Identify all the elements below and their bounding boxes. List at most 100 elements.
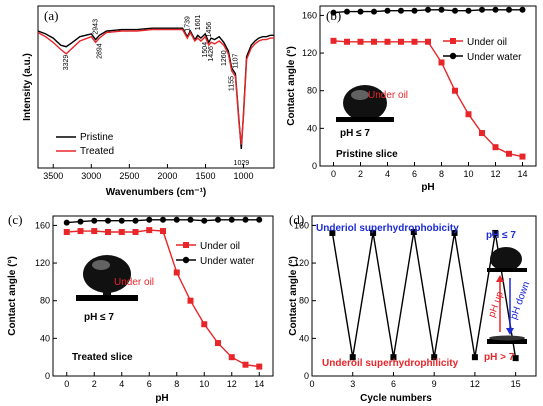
legend-label-pristine: Pristine [80, 132, 114, 143]
data-point-under-oil [357, 38, 364, 45]
panel-c-frame [52, 215, 274, 377]
panel-d-y-axis-title: Contact angle (°) [288, 256, 299, 336]
panel-b-legend: Under oil Under water [443, 37, 522, 63]
x-tick-label: 12 [490, 169, 500, 179]
droplet-highlight [92, 260, 110, 270]
substrate-bar [336, 117, 394, 122]
droplet-stem [103, 290, 111, 296]
x-tick-label: 15 [511, 379, 521, 389]
spread-droplet [489, 335, 525, 341]
data-point-under-oil [506, 150, 512, 157]
y-tick-label: 160 [35, 220, 50, 230]
data-point-cycle [370, 229, 377, 236]
data-point-under-oil [77, 228, 84, 235]
y-tick-label: 80 [307, 86, 317, 96]
data-point-under-water [519, 6, 526, 13]
panel-c-ph-note: pH ≤ 7 [84, 312, 114, 323]
y-tick-label: 40 [40, 333, 50, 343]
data-point-under-water [228, 216, 235, 223]
y-tick-label: 120 [35, 258, 50, 268]
y-tick-label: 160 [294, 220, 309, 230]
arrow-down-label: pH down [508, 280, 532, 321]
x-tick-label: 6 [412, 169, 417, 179]
data-point-under-oil [371, 38, 377, 45]
data-point-under-oil [330, 37, 337, 44]
data-point-under-oil [519, 153, 526, 160]
peak-label: 1029 [234, 160, 250, 167]
legend-label-under-water: Under water [200, 256, 255, 267]
legend-label-under-oil: Under oil [467, 37, 507, 48]
panel-b-droplet-inset: Under oil [336, 85, 408, 122]
data-point-under-water [492, 6, 499, 13]
peak-label: 2943 [93, 19, 100, 35]
data-point-cycle [410, 229, 417, 235]
droplet-shape [490, 247, 522, 271]
x-tick-label: 0 [64, 379, 69, 389]
data-point-cycle [349, 354, 356, 361]
legend-marker-under-oil [183, 242, 189, 248]
x-tick-label: 4 [119, 379, 124, 389]
data-point-under-water [173, 216, 180, 223]
peak-label: 2894 [96, 43, 103, 59]
x-tick-label: 1500 [195, 171, 215, 181]
x-tick-label: 9 [432, 379, 437, 389]
legend-label-under-water: Under water [467, 52, 522, 63]
data-point-under-oil [411, 38, 418, 45]
x-tick-label: 1000 [234, 171, 254, 181]
panel-d: (d) 0 3 6 9 12 15 0 40 80 120 160 Cycle numbers Co… [288, 212, 537, 404]
data-point-cycle [390, 354, 397, 361]
panel-c-caption: Treated slice [72, 352, 133, 363]
peak-label: 1456 [206, 22, 213, 38]
arrow-up-label: pH up [486, 290, 506, 319]
data-point-under-oil [242, 361, 249, 368]
data-point-cycle [512, 355, 519, 362]
data-point-under-oil [228, 354, 235, 361]
data-point-under-water [105, 217, 111, 224]
data-point-under-oil [63, 229, 70, 235]
legend-marker-under-water [182, 256, 190, 264]
data-point-under-water [344, 8, 350, 15]
substrate-bar-top [487, 268, 527, 272]
arrow-down-head [506, 328, 514, 335]
x-tick-label: 6 [391, 379, 396, 389]
data-point-under-oil [187, 297, 194, 304]
panel-c-x-axis-title: pH [155, 393, 168, 404]
x-tick-label: 2 [358, 169, 363, 179]
x-tick-label: 3 [350, 379, 355, 389]
data-point-under-water [371, 8, 377, 15]
data-point-under-water [77, 218, 84, 225]
panel-c-legend: Under oil Under water [176, 241, 255, 267]
panel-a-letter: (a) [44, 8, 58, 23]
data-point-under-water [411, 7, 418, 14]
data-point-under-water [465, 7, 472, 14]
panel-d-bottom-text: Underoil superhydrophilicity [322, 358, 459, 369]
y-tick-label: 0 [304, 371, 309, 381]
panel-c-droplet-inset: Under oil [76, 255, 154, 301]
data-point-under-oil [132, 229, 139, 235]
data-point-under-oil [201, 321, 208, 328]
y-tick-label: 40 [299, 333, 309, 343]
panel-a-peak-labels: 3329 2943 2894 1739 1601 1504 1456 1426 1260 1155… [63, 15, 249, 167]
panel-b-y-axis-title: Contact angle (°) [286, 46, 297, 126]
x-tick-label: 10 [463, 169, 473, 179]
data-point-under-water [452, 7, 458, 14]
data-point-under-oil [492, 144, 499, 151]
panel-b-ph-note: pH ≤ 7 [340, 128, 370, 139]
data-point-under-oil [425, 38, 431, 45]
peak-label: 1426 [208, 46, 215, 62]
data-point-cycle [329, 229, 336, 236]
substrate-bar-bottom [487, 339, 527, 344]
x-tick-label: 6 [147, 379, 152, 389]
series-line-cycle [331, 231, 517, 359]
data-point-under-oil [160, 228, 166, 235]
arrow-up-head [496, 275, 504, 282]
y-tick-label: 0 [312, 161, 317, 171]
panel-d-letter: (d) [289, 212, 304, 227]
x-tick-label: 4 [385, 169, 390, 179]
x-tick-label: 12 [227, 379, 237, 389]
panel-b-series [330, 6, 526, 160]
panel-d-series [329, 229, 519, 362]
data-point-under-oil [118, 229, 125, 235]
panel-d-side-schematic: pH ≤ 7 pH up pH down pH > 7 [484, 230, 532, 363]
